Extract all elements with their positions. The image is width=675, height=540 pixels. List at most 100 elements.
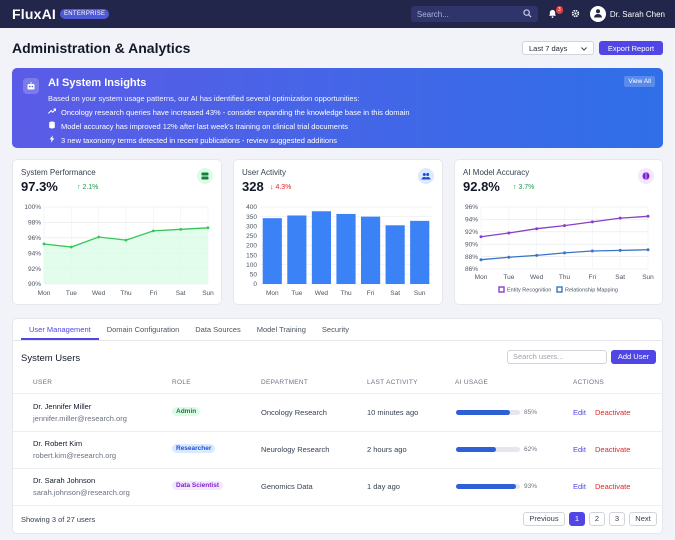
legend-swatch bbox=[498, 286, 505, 293]
y-tick-label: 100% bbox=[24, 204, 41, 211]
x-tick-label: Sat bbox=[615, 274, 625, 281]
ai-insights-banner: AI System Insights Based on your system … bbox=[12, 68, 663, 148]
avatar[interactable] bbox=[589, 6, 606, 22]
card-label: User Activity bbox=[242, 168, 287, 177]
insight-text: Model accuracy has improved 12% after la… bbox=[61, 121, 348, 131]
insight-text: Oncology research queries have increased… bbox=[61, 107, 410, 117]
table-row-user: Dr. Jennifer Miller jennifer.miller@resea… bbox=[33, 402, 127, 423]
deactivate-user-button[interactable]: Deactivate bbox=[595, 445, 631, 454]
system-performance-card: System Performance 97.3% ↑ 2.1% 100% 98% 9… bbox=[12, 159, 222, 305]
bar bbox=[360, 216, 381, 284]
period-select[interactable]: Last 7 days bbox=[522, 41, 594, 55]
section-title: System Users bbox=[21, 353, 81, 364]
y-tick-label: 250 bbox=[246, 233, 257, 240]
card-label: System Performance bbox=[21, 168, 96, 177]
data-point bbox=[97, 235, 101, 239]
department-cell: Neurology Research bbox=[261, 445, 330, 454]
y-tick-label: 100 bbox=[246, 262, 257, 269]
user-icon bbox=[593, 8, 603, 20]
department-cell: Oncology Research bbox=[261, 408, 327, 417]
last-activity-cell: 1 day ago bbox=[367, 482, 400, 491]
insight-item: Model accuracy has improved 12% after la… bbox=[48, 121, 655, 131]
y-tick-label: 86% bbox=[465, 266, 478, 273]
tab-model-training[interactable]: Model Training bbox=[256, 325, 306, 334]
card-delta: ↑ 3.7% bbox=[513, 184, 535, 191]
bar bbox=[311, 211, 332, 284]
role-badge: Admin bbox=[172, 407, 201, 416]
gear-icon bbox=[571, 9, 580, 20]
y-tick-label: 350 bbox=[246, 214, 257, 221]
user-email-cell: sarah.johnson@research.org bbox=[33, 488, 130, 497]
pagination-page-button[interactable]: 3 bbox=[609, 512, 625, 526]
results-count: Showing 3 of 27 users bbox=[21, 515, 96, 524]
x-tick-label: Wed bbox=[315, 290, 329, 297]
legend-label: Relationship Mapping bbox=[565, 288, 618, 294]
y-tick-label: 200 bbox=[246, 243, 257, 250]
x-tick-label: Mon bbox=[475, 274, 488, 281]
divider bbox=[13, 431, 664, 432]
x-tick-label: Sat bbox=[390, 290, 400, 297]
pagination-page-button[interactable]: 1 bbox=[569, 512, 585, 526]
pagination-page-button[interactable]: 2 bbox=[589, 512, 605, 526]
series-area bbox=[44, 227, 208, 284]
divider bbox=[13, 468, 664, 469]
view-all-insights-button[interactable]: View All bbox=[624, 76, 655, 87]
column-header: USER bbox=[33, 379, 53, 386]
pagination-previous-button[interactable]: Previous bbox=[523, 512, 565, 526]
column-header: DEPARTMENT bbox=[261, 379, 309, 386]
x-tick-label: Wed bbox=[92, 290, 106, 297]
data-point bbox=[590, 249, 594, 253]
deactivate-user-button[interactable]: Deactivate bbox=[595, 408, 631, 417]
table-row-user: Dr. Robert Kim robert.kim@research.org bbox=[33, 439, 116, 460]
app-logo[interactable]: FluxAI bbox=[12, 6, 56, 22]
data-point bbox=[179, 227, 183, 231]
export-report-button[interactable]: Export Report bbox=[599, 41, 663, 55]
user-name[interactable]: Dr. Sarah Chen bbox=[609, 9, 665, 19]
y-tick-label: 96% bbox=[465, 204, 478, 211]
insight-item: Oncology research queries have increased… bbox=[48, 107, 655, 117]
y-tick-label: 90% bbox=[28, 281, 41, 288]
x-tick-label: Fri bbox=[150, 290, 158, 297]
y-tick-label: 96% bbox=[28, 235, 41, 242]
card-value: 92.8% bbox=[463, 179, 500, 194]
y-tick-label: 90% bbox=[465, 241, 478, 248]
add-user-button[interactable]: Add User bbox=[611, 350, 656, 364]
tab-domain-configuration[interactable]: Domain Configuration bbox=[106, 325, 180, 334]
data-point bbox=[563, 224, 566, 228]
edit-user-button[interactable]: Edit bbox=[573, 408, 586, 417]
deactivate-user-button[interactable]: Deactivate bbox=[595, 482, 631, 491]
data-point bbox=[479, 235, 483, 239]
user-name-cell: Dr. Sarah Johnson bbox=[33, 476, 96, 485]
notification-count-badge: 3 bbox=[555, 5, 563, 14]
pagination-next-button[interactable]: Next bbox=[629, 512, 657, 526]
column-header: AI USAGE bbox=[455, 379, 489, 386]
y-tick-label: 50 bbox=[250, 272, 258, 279]
top-bar: FluxAI ENTERPRISE Search... 3 Dr. Sarah … bbox=[0, 0, 675, 28]
last-activity-cell: 2 hours ago bbox=[367, 445, 407, 454]
user-search-input[interactable]: Search users... bbox=[507, 350, 607, 364]
insights-description: Based on your system usage patterns, our… bbox=[48, 94, 360, 103]
management-panel: User Management Domain Configuration Dat… bbox=[12, 318, 664, 534]
performance-chart: 100% 98% 96% 94% 92% 90% Mon Tue Wed Thu Fri Sat Sun bbox=[24, 204, 214, 297]
tab-security[interactable]: Security bbox=[321, 325, 349, 334]
insight-text: 3 new taxonomy terms detected in recent … bbox=[61, 135, 337, 145]
data-point bbox=[563, 251, 566, 255]
usage-bar-fill bbox=[456, 447, 496, 452]
column-header: ACTIONS bbox=[573, 379, 604, 386]
edit-user-button[interactable]: Edit bbox=[573, 445, 586, 454]
tab-data-sources[interactable]: Data Sources bbox=[195, 325, 241, 334]
card-delta: ↑ 2.1% bbox=[77, 184, 99, 191]
tab-user-management[interactable]: User Management bbox=[21, 319, 99, 340]
notifications-button[interactable]: 3 bbox=[548, 5, 563, 20]
settings-button[interactable] bbox=[571, 9, 580, 20]
data-point bbox=[507, 231, 511, 235]
edit-user-button[interactable]: Edit bbox=[573, 482, 586, 491]
global-search-input[interactable]: Search... bbox=[410, 6, 538, 22]
usage-bar bbox=[456, 410, 520, 415]
x-tick-label: Sun bbox=[414, 290, 426, 297]
ai-model-accuracy-card: AI Model Accuracy 92.8% ↑ 3.7% 96% 94% 92%… bbox=[454, 159, 663, 305]
usage-percent: 85% bbox=[524, 409, 538, 416]
data-point bbox=[646, 248, 650, 252]
legend-label: Entity Recognition bbox=[507, 288, 551, 294]
data-point bbox=[206, 226, 210, 230]
